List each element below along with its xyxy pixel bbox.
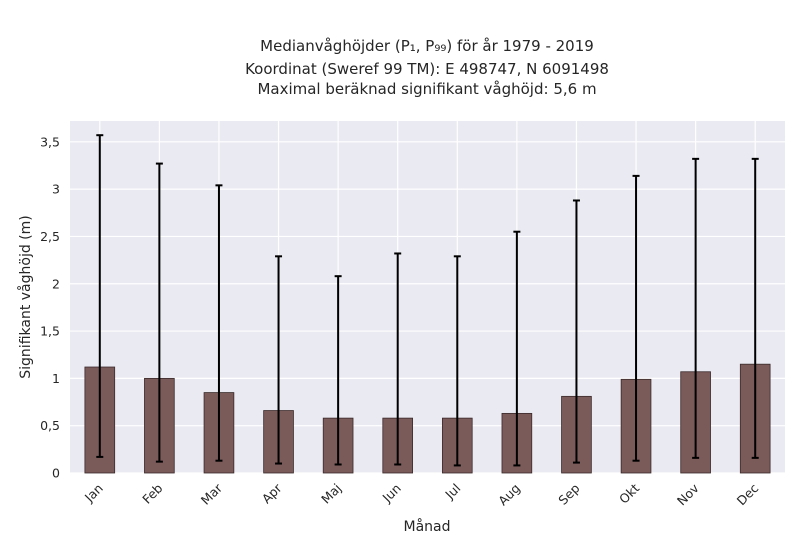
error-bar-mar xyxy=(215,184,223,462)
x-tick-labels: Jan Feb Mar Apr Maj Jun Jul Aug Sep Okt Nov Dec xyxy=(81,480,761,508)
y-tick-label: 3 xyxy=(52,182,60,197)
x-tick-label: Feb xyxy=(139,480,165,506)
x-tick-label: Nov xyxy=(674,480,702,508)
error-bar-apr xyxy=(275,255,283,465)
x-tick-label: Aug xyxy=(495,481,523,509)
x-axis-label: Månad xyxy=(404,518,451,535)
chart-title: Medianvåghöjder (P₁, P₉₉) för år 1979 - … xyxy=(245,37,609,98)
error-bar-aug xyxy=(513,230,521,467)
error-bar-dec xyxy=(751,157,759,459)
y-tick-label: 1 xyxy=(52,371,60,386)
y-tick-label: 3,5 xyxy=(40,134,60,149)
x-tick-label: Apr xyxy=(259,480,286,507)
x-tick-label: Maj xyxy=(318,481,344,507)
error-bar-nov xyxy=(692,157,700,459)
title-line-2: Koordinat (Sweref 99 TM): E 498747, N 60… xyxy=(245,60,609,78)
error-bar-maj xyxy=(334,275,342,466)
y-tick-label: 1,5 xyxy=(40,324,60,339)
y-axis-label: Signifikant våghöjd (m) xyxy=(17,215,34,378)
error-bar-jul xyxy=(453,255,461,467)
title-line-3: Maximal beräknad signifikant våghöjd: 5,… xyxy=(257,80,596,98)
x-tick-label: Okt xyxy=(616,480,642,506)
x-tick-label: Jan xyxy=(81,481,106,506)
x-tick-label: Jun xyxy=(379,481,404,506)
title-line-1: Medianvåghöjder (P₁, P₉₉) för år 1979 - … xyxy=(260,37,594,55)
error-bar-okt xyxy=(632,174,640,462)
y-tick-label: 0,5 xyxy=(40,418,60,433)
x-tick-label: Jul xyxy=(441,481,463,503)
y-tick-label: 2 xyxy=(52,276,60,291)
y-tick-labels: 0 0,5 1 1,5 2 2,5 3 3,5 xyxy=(40,134,60,480)
error-bar-sep xyxy=(572,199,580,464)
x-tick-label: Mar xyxy=(198,480,226,508)
x-tick-label: Sep xyxy=(555,480,582,507)
plot-area xyxy=(70,121,785,473)
error-bar-feb xyxy=(155,162,163,463)
error-bars xyxy=(96,134,759,467)
error-bar-jan xyxy=(96,134,104,458)
x-tick-label: Dec xyxy=(734,480,762,508)
y-tick-label: 0 xyxy=(52,466,60,481)
error-bar-jun xyxy=(394,252,402,466)
y-tick-label: 2,5 xyxy=(40,229,60,244)
